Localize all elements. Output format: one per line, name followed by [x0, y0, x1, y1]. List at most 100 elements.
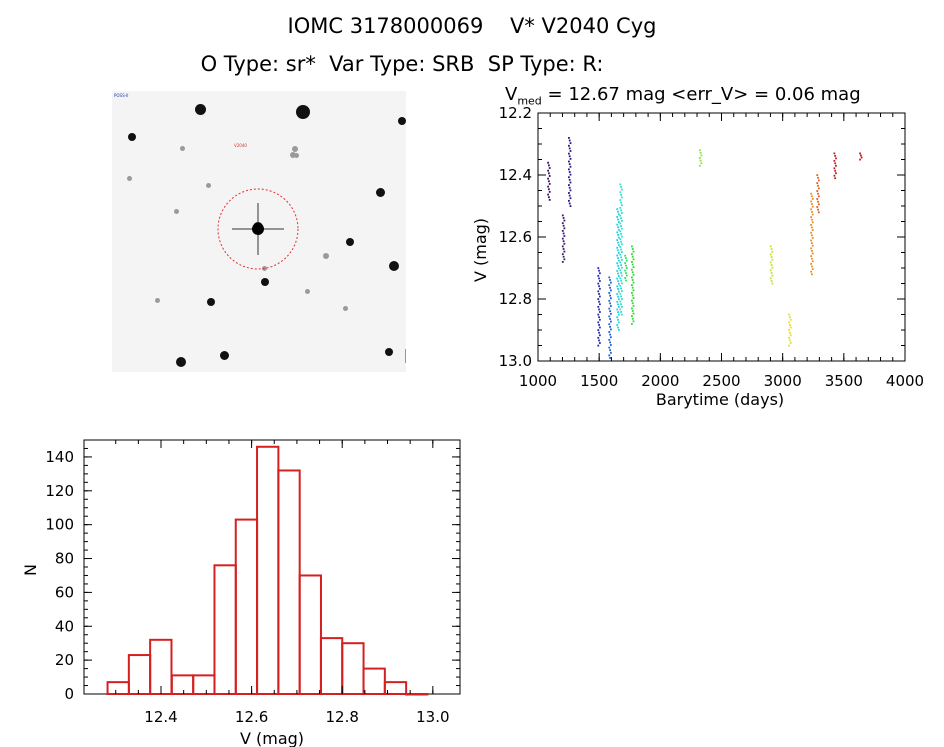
- lightcurve-point: [608, 323, 611, 326]
- lightcurve-point: [569, 205, 572, 207]
- histogram-bar: [277, 469, 301, 696]
- lightcurve-point: [617, 264, 619, 267]
- lightcurve-point: [617, 306, 620, 308]
- lightcurve-point: [617, 252, 620, 254]
- lightcurve-point: [624, 269, 627, 272]
- lightcurve-point: [789, 326, 792, 329]
- lightcurve-point: [816, 206, 819, 208]
- lightcurve-point: [569, 150, 572, 152]
- histogram-x-axis-label: V (mag): [240, 729, 304, 747]
- lightcurve-point: [619, 191, 622, 194]
- lightcurve-point: [617, 303, 619, 306]
- lightcurve-point: [569, 173, 572, 176]
- lightcurve-point: [620, 311, 622, 313]
- lightcurve-point: [620, 305, 623, 308]
- lightcurve-point: [617, 213, 620, 216]
- lightcurve-point: [616, 223, 619, 226]
- lightcurve-x-tick-label: 3500: [825, 372, 863, 390]
- histogram-bar: [149, 638, 173, 696]
- lightcurve-x-tick-label: 1000: [519, 372, 557, 390]
- lightcurve-point: [620, 225, 622, 227]
- lightcurve-point: [617, 282, 620, 285]
- lightcurve-point: [568, 178, 571, 181]
- lightcurve-point: [598, 272, 601, 275]
- lightcurve-point: [699, 151, 702, 154]
- lightcurve-point: [609, 333, 611, 336]
- lightcurve-point: [609, 325, 611, 328]
- lightcurve-point: [632, 281, 635, 284]
- star: [343, 306, 348, 311]
- lightcurve-point: [620, 240, 622, 243]
- lightcurve-point: [771, 266, 774, 269]
- histogram-y-tick-label: 100: [45, 516, 74, 534]
- lightcurve-point: [569, 197, 572, 200]
- lightcurve-point: [632, 289, 635, 292]
- lightcurve-point: [811, 211, 813, 213]
- lightcurve-point: [625, 274, 628, 277]
- lightcurve-point: [620, 279, 622, 282]
- lightcurve-point: [608, 354, 611, 357]
- lightcurve-point: [698, 149, 701, 152]
- lightcurve-point: [769, 245, 772, 248]
- lightcurve-point: [810, 255, 813, 257]
- lightcurve-point: [609, 328, 612, 331]
- lightcurve-point: [620, 235, 623, 238]
- histogram-bar: [106, 681, 130, 696]
- lightcurve-point: [616, 300, 619, 303]
- lightcurve-point: [598, 277, 600, 280]
- lightcurve-point: [769, 261, 772, 264]
- lightcurve-point-group: [608, 276, 612, 359]
- lightcurve-point: [816, 174, 819, 176]
- lightcurve-point: [598, 324, 600, 326]
- histogram-bar: [192, 674, 216, 696]
- lightcurve-point: [700, 154, 703, 157]
- lightcurve-point: [811, 226, 813, 229]
- histogram-bar: [319, 637, 344, 695]
- lightcurve-point: [632, 273, 635, 276]
- lightcurve-point: [631, 302, 634, 305]
- lightcurve-point: [625, 279, 627, 282]
- lightcurve-point: [631, 323, 633, 325]
- lightcurve-point: [835, 164, 837, 167]
- lightcurve-point: [620, 232, 622, 235]
- lightcurve-frame: [537, 112, 906, 362]
- lightcurve-point: [631, 263, 634, 266]
- star: [385, 348, 393, 356]
- lightcurve-point: [810, 270, 813, 273]
- lightcurve-point: [620, 196, 623, 199]
- lightcurve-point: [608, 346, 611, 349]
- lightcurve-point: [625, 259, 628, 262]
- lightcurve-point: [616, 316, 619, 319]
- lightcurve-point-group: [698, 149, 703, 167]
- lightcurve-point: [608, 276, 611, 279]
- lightcurve-point: [616, 324, 619, 326]
- lightcurve-point: [547, 193, 550, 196]
- lightcurve-point: [617, 244, 620, 247]
- lightcurve-point: [769, 277, 772, 280]
- lightcurve-point: [568, 144, 570, 147]
- lightcurve-point: [698, 164, 701, 167]
- lightcurve-point: [620, 303, 622, 306]
- lightcurve-point: [598, 293, 600, 295]
- star: [294, 153, 299, 158]
- lightcurve-point: [597, 313, 600, 316]
- lightcurve-point: [625, 257, 627, 260]
- lightcurve-point: [620, 298, 623, 300]
- lightcurve-point: [631, 317, 634, 320]
- lightcurve-point: [631, 315, 633, 318]
- lightcurve-point: [561, 245, 564, 248]
- lightcurve-point: [568, 147, 571, 150]
- lightcurve-x-tick-label: 3000: [764, 372, 802, 390]
- lightcurve-point: [811, 218, 813, 221]
- lightcurve-point: [568, 199, 570, 202]
- lightcurve-point: [632, 266, 635, 268]
- histogram-bar: [341, 642, 365, 696]
- lightcurve-point: [620, 243, 623, 246]
- image-corner-label: POSS-II: [114, 93, 129, 98]
- lightcurve-point: [811, 198, 814, 200]
- lightcurve-point: [598, 318, 601, 321]
- lightcurve-point: [631, 310, 634, 312]
- histogram-bar: [405, 693, 429, 696]
- sky-finder-image: POSS-II V2040: [112, 91, 406, 372]
- lightcurve-point-group: [597, 267, 601, 347]
